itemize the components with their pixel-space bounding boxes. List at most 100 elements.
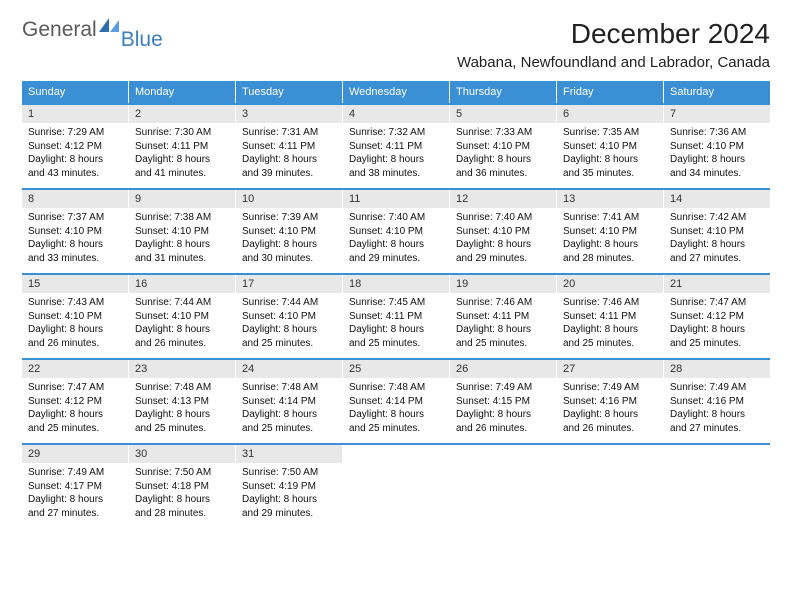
day-body: Sunrise: 7:50 AMSunset: 4:18 PMDaylight:… [129, 463, 235, 528]
day-number: 16 [129, 275, 235, 293]
day-body: Sunrise: 7:47 AMSunset: 4:12 PMDaylight:… [664, 293, 770, 358]
day-body: Sunrise: 7:36 AMSunset: 4:10 PMDaylight:… [664, 123, 770, 188]
day-cell: . [557, 445, 664, 528]
daylight-text: Daylight: 8 hours and 25 minutes. [135, 408, 229, 435]
day-number: 2 [129, 105, 235, 123]
sunrise-text: Sunrise: 7:39 AM [242, 211, 336, 225]
daylight-text: Daylight: 8 hours and 26 minutes. [563, 408, 657, 435]
sunrise-text: Sunrise: 7:30 AM [135, 126, 229, 140]
daylight-text: Daylight: 8 hours and 31 minutes. [135, 238, 229, 265]
day-cell: . [450, 445, 557, 528]
daylight-text: Daylight: 8 hours and 25 minutes. [242, 408, 336, 435]
daylight-text: Daylight: 8 hours and 29 minutes. [456, 238, 550, 265]
sunset-text: Sunset: 4:10 PM [670, 140, 764, 154]
day-number: 4 [343, 105, 449, 123]
daylight-text: Daylight: 8 hours and 30 minutes. [242, 238, 336, 265]
day-body: Sunrise: 7:41 AMSunset: 4:10 PMDaylight:… [557, 208, 663, 273]
day-cell: 23Sunrise: 7:48 AMSunset: 4:13 PMDayligh… [129, 360, 236, 443]
day-cell: 22Sunrise: 7:47 AMSunset: 4:12 PMDayligh… [22, 360, 129, 443]
sunrise-text: Sunrise: 7:32 AM [349, 126, 443, 140]
day-body: Sunrise: 7:39 AMSunset: 4:10 PMDaylight:… [236, 208, 342, 273]
sunrise-text: Sunrise: 7:33 AM [456, 126, 550, 140]
day-cell: 21Sunrise: 7:47 AMSunset: 4:12 PMDayligh… [664, 275, 770, 358]
day-body: Sunrise: 7:37 AMSunset: 4:10 PMDaylight:… [22, 208, 128, 273]
sunrise-text: Sunrise: 7:43 AM [28, 296, 122, 310]
sunrise-text: Sunrise: 7:41 AM [563, 211, 657, 225]
daylight-text: Daylight: 8 hours and 26 minutes. [456, 408, 550, 435]
day-cell: 2Sunrise: 7:30 AMSunset: 4:11 PMDaylight… [129, 105, 236, 188]
sunset-text: Sunset: 4:12 PM [28, 140, 122, 154]
week-row: 8Sunrise: 7:37 AMSunset: 4:10 PMDaylight… [22, 188, 770, 273]
location-text: Wabana, Newfoundland and Labrador, Canad… [457, 54, 770, 71]
day-body: Sunrise: 7:49 AMSunset: 4:17 PMDaylight:… [22, 463, 128, 528]
logo-text-blue: Blue [121, 28, 163, 52]
day-body: Sunrise: 7:33 AMSunset: 4:10 PMDaylight:… [450, 123, 556, 188]
day-cell: 12Sunrise: 7:40 AMSunset: 4:10 PMDayligh… [450, 190, 557, 273]
sunset-text: Sunset: 4:11 PM [349, 140, 443, 154]
day-cell: 26Sunrise: 7:49 AMSunset: 4:15 PMDayligh… [450, 360, 557, 443]
calendar-grid: SundayMondayTuesdayWednesdayThursdayFrid… [22, 81, 770, 528]
daylight-text: Daylight: 8 hours and 27 minutes. [28, 493, 122, 520]
day-body: Sunrise: 7:42 AMSunset: 4:10 PMDaylight:… [664, 208, 770, 273]
daylight-text: Daylight: 8 hours and 43 minutes. [28, 153, 122, 180]
day-number: 20 [557, 275, 663, 293]
day-body: Sunrise: 7:49 AMSunset: 4:16 PMDaylight:… [664, 378, 770, 443]
day-number: 19 [450, 275, 556, 293]
day-cell: . [664, 445, 770, 528]
sunset-text: Sunset: 4:10 PM [563, 140, 657, 154]
title-block: December 2024 Wabana, Newfoundland and L… [457, 18, 770, 71]
daylight-text: Daylight: 8 hours and 29 minutes. [242, 493, 336, 520]
daylight-text: Daylight: 8 hours and 25 minutes. [456, 323, 550, 350]
sunset-text: Sunset: 4:10 PM [28, 225, 122, 239]
daylight-text: Daylight: 8 hours and 39 minutes. [242, 153, 336, 180]
sunset-text: Sunset: 4:14 PM [242, 395, 336, 409]
daylight-text: Daylight: 8 hours and 41 minutes. [135, 153, 229, 180]
day-number: 11 [343, 190, 449, 208]
weekday-cell: Monday [129, 81, 236, 103]
sunrise-text: Sunrise: 7:40 AM [456, 211, 550, 225]
sunset-text: Sunset: 4:10 PM [349, 225, 443, 239]
sunset-text: Sunset: 4:10 PM [563, 225, 657, 239]
daylight-text: Daylight: 8 hours and 25 minutes. [349, 408, 443, 435]
day-cell: 28Sunrise: 7:49 AMSunset: 4:16 PMDayligh… [664, 360, 770, 443]
day-body: Sunrise: 7:31 AMSunset: 4:11 PMDaylight:… [236, 123, 342, 188]
day-cell: 29Sunrise: 7:49 AMSunset: 4:17 PMDayligh… [22, 445, 129, 528]
day-body: Sunrise: 7:30 AMSunset: 4:11 PMDaylight:… [129, 123, 235, 188]
day-body: Sunrise: 7:44 AMSunset: 4:10 PMDaylight:… [236, 293, 342, 358]
week-row: 1Sunrise: 7:29 AMSunset: 4:12 PMDaylight… [22, 103, 770, 188]
day-body: Sunrise: 7:43 AMSunset: 4:10 PMDaylight:… [22, 293, 128, 358]
sunrise-text: Sunrise: 7:50 AM [242, 466, 336, 480]
sunset-text: Sunset: 4:18 PM [135, 480, 229, 494]
sunset-text: Sunset: 4:14 PM [349, 395, 443, 409]
day-number: 7 [664, 105, 770, 123]
day-number: 29 [22, 445, 128, 463]
daylight-text: Daylight: 8 hours and 27 minutes. [670, 238, 764, 265]
sunset-text: Sunset: 4:10 PM [135, 225, 229, 239]
header-row: General Blue December 2024 Wabana, Newfo… [22, 18, 770, 71]
sunset-text: Sunset: 4:10 PM [242, 310, 336, 324]
sunrise-text: Sunrise: 7:36 AM [670, 126, 764, 140]
day-cell: 14Sunrise: 7:42 AMSunset: 4:10 PMDayligh… [664, 190, 770, 273]
weekday-cell: Tuesday [236, 81, 343, 103]
weeks-container: 1Sunrise: 7:29 AMSunset: 4:12 PMDaylight… [22, 103, 770, 528]
sunrise-text: Sunrise: 7:42 AM [670, 211, 764, 225]
weekday-cell: Saturday [664, 81, 770, 103]
week-row: 15Sunrise: 7:43 AMSunset: 4:10 PMDayligh… [22, 273, 770, 358]
sunset-text: Sunset: 4:12 PM [670, 310, 764, 324]
sunset-text: Sunset: 4:11 PM [349, 310, 443, 324]
day-number: 14 [664, 190, 770, 208]
daylight-text: Daylight: 8 hours and 25 minutes. [242, 323, 336, 350]
day-body: Sunrise: 7:46 AMSunset: 4:11 PMDaylight:… [450, 293, 556, 358]
sunrise-text: Sunrise: 7:49 AM [456, 381, 550, 395]
sunset-text: Sunset: 4:17 PM [28, 480, 122, 494]
daylight-text: Daylight: 8 hours and 26 minutes. [135, 323, 229, 350]
day-number: 23 [129, 360, 235, 378]
sunset-text: Sunset: 4:16 PM [670, 395, 764, 409]
brand-logo: General Blue [22, 18, 163, 42]
sunrise-text: Sunrise: 7:46 AM [563, 296, 657, 310]
sunrise-text: Sunrise: 7:37 AM [28, 211, 122, 225]
weekday-cell: Sunday [22, 81, 129, 103]
sunset-text: Sunset: 4:10 PM [670, 225, 764, 239]
sunrise-text: Sunrise: 7:29 AM [28, 126, 122, 140]
day-cell: . [343, 445, 450, 528]
